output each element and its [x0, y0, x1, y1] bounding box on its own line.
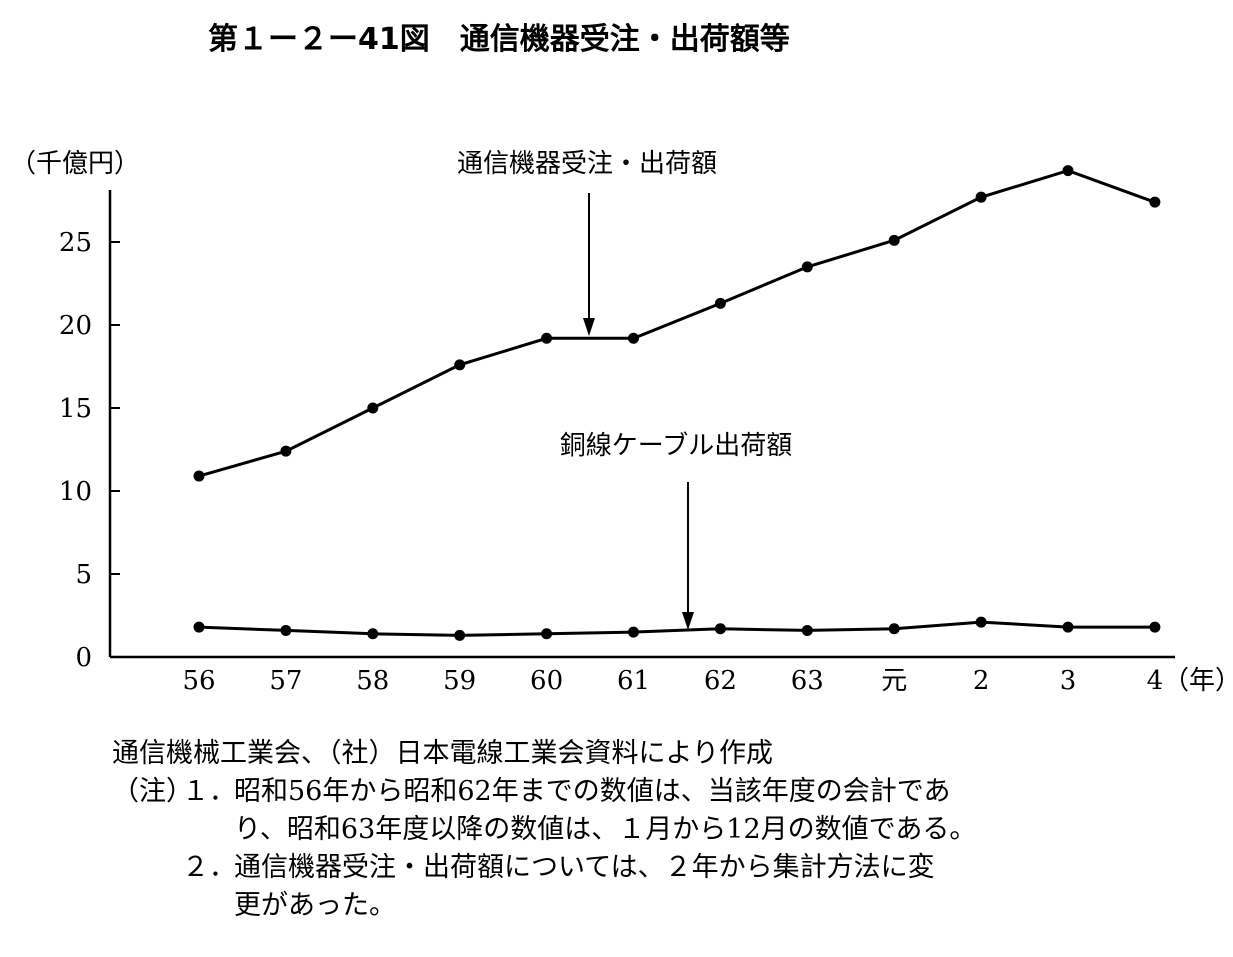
y-tick-label: 0 [75, 643, 92, 673]
data-point [1149, 621, 1161, 633]
x-tick-label: 56 [182, 666, 215, 696]
data-point [541, 628, 553, 640]
data-point [801, 261, 813, 273]
series-annotation-label: 銅線ケーブル出荷額 [560, 431, 792, 461]
x-tick-label: 元 [881, 666, 907, 696]
notes: 通信機械工業会、（社）日本電線工業会資料により作成 （注）１．昭和56年から昭和… [112, 735, 976, 925]
note-2-number: ２． [182, 852, 236, 883]
line-chart: （千億円） 0 5 10 15 20 25 56 57 58 59 60 61 62 63 元 2 3 4 通信… [10, 149, 1233, 696]
y-tick-label: 15 [59, 394, 92, 424]
data-point [280, 445, 292, 457]
x-tick-label: 61 [617, 666, 650, 696]
data-point [367, 402, 379, 414]
source-note: 通信機械工業会、（社）日本電線工業会資料により作成 [112, 738, 773, 769]
data-point [975, 191, 987, 203]
x-tick-label: 63 [791, 666, 824, 696]
note-1-line-2: り、昭和63年度以降の数値は、１月から12月の数値である。 [234, 814, 977, 845]
note-1-line-1: 昭和56年から昭和62年までの数値は、当該年度の会計であ [234, 776, 951, 807]
x-tick-label: 62 [704, 666, 737, 696]
y-axis-label: （千億円） [10, 149, 140, 179]
x-tick-label: 4 [1147, 666, 1164, 696]
data-point [1149, 196, 1161, 208]
data-point [193, 621, 205, 633]
x-tick-label: 59 [443, 666, 476, 696]
note-2-line-1: 通信機器受注・出荷額については、２年から集計方法に変 [234, 852, 935, 883]
x-tick-label: 58 [356, 666, 389, 696]
series-line [198, 620, 1155, 637]
figure-title: 第１ー２ー41図 通信機器受注・出荷額等 [208, 22, 790, 57]
data-point [801, 624, 813, 636]
data-point [628, 332, 639, 344]
y-tick-label: 20 [59, 311, 92, 341]
series-line [198, 169, 1156, 478]
data-point [367, 628, 379, 640]
y-tick-label: 25 [59, 228, 92, 258]
data-point [888, 234, 900, 246]
y-tick-label: 5 [75, 560, 92, 590]
data-point [628, 626, 639, 638]
annotation-arrow-head [682, 612, 694, 630]
data-point [454, 629, 466, 641]
data-point [1062, 621, 1074, 633]
data-point [193, 470, 205, 482]
x-tick-label: 57 [269, 666, 302, 696]
data-point [714, 297, 726, 309]
annotation-arrow-head [583, 318, 595, 336]
x-axis-unit: （年） [1163, 666, 1233, 696]
data-point [1062, 165, 1074, 177]
note-2-line-2: 更があった。 [234, 890, 396, 921]
note-label: （注） [112, 776, 193, 807]
x-tick-label: 60 [530, 666, 563, 696]
data-point [454, 359, 466, 371]
y-tick-label: 10 [59, 477, 92, 507]
data-point [541, 332, 553, 344]
note-1-number: １． [182, 776, 236, 807]
note-2: ２．通信機器受注・出荷額については、２年から集計方法に変 [112, 849, 976, 887]
data-point [714, 623, 726, 635]
data-point [975, 616, 987, 628]
x-tick-label: 2 [973, 666, 990, 696]
data-point [888, 623, 900, 635]
note-1: （注）１．昭和56年から昭和62年までの数値は、当該年度の会計であ [112, 773, 976, 811]
data-point [280, 624, 292, 636]
series-annotation-label: 通信機器受注・出荷額 [457, 149, 717, 179]
x-tick-label: 3 [1060, 666, 1077, 696]
